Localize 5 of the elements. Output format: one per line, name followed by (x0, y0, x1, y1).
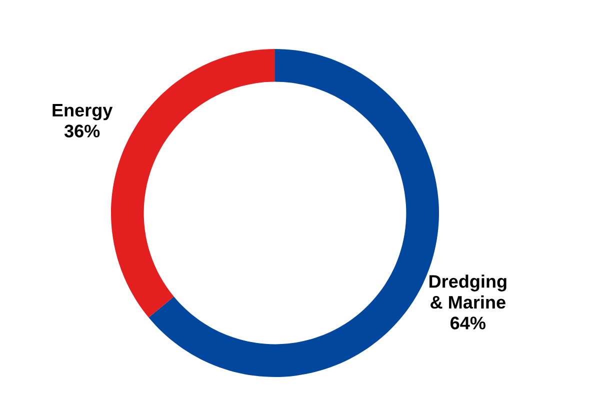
data-label: 36% (64, 124, 100, 138)
slice-label: Dredging & Marine (430, 274, 506, 309)
donut-slice (111, 49, 275, 318)
data-label: 64% (450, 316, 486, 330)
slice-label: Energy (52, 104, 113, 120)
